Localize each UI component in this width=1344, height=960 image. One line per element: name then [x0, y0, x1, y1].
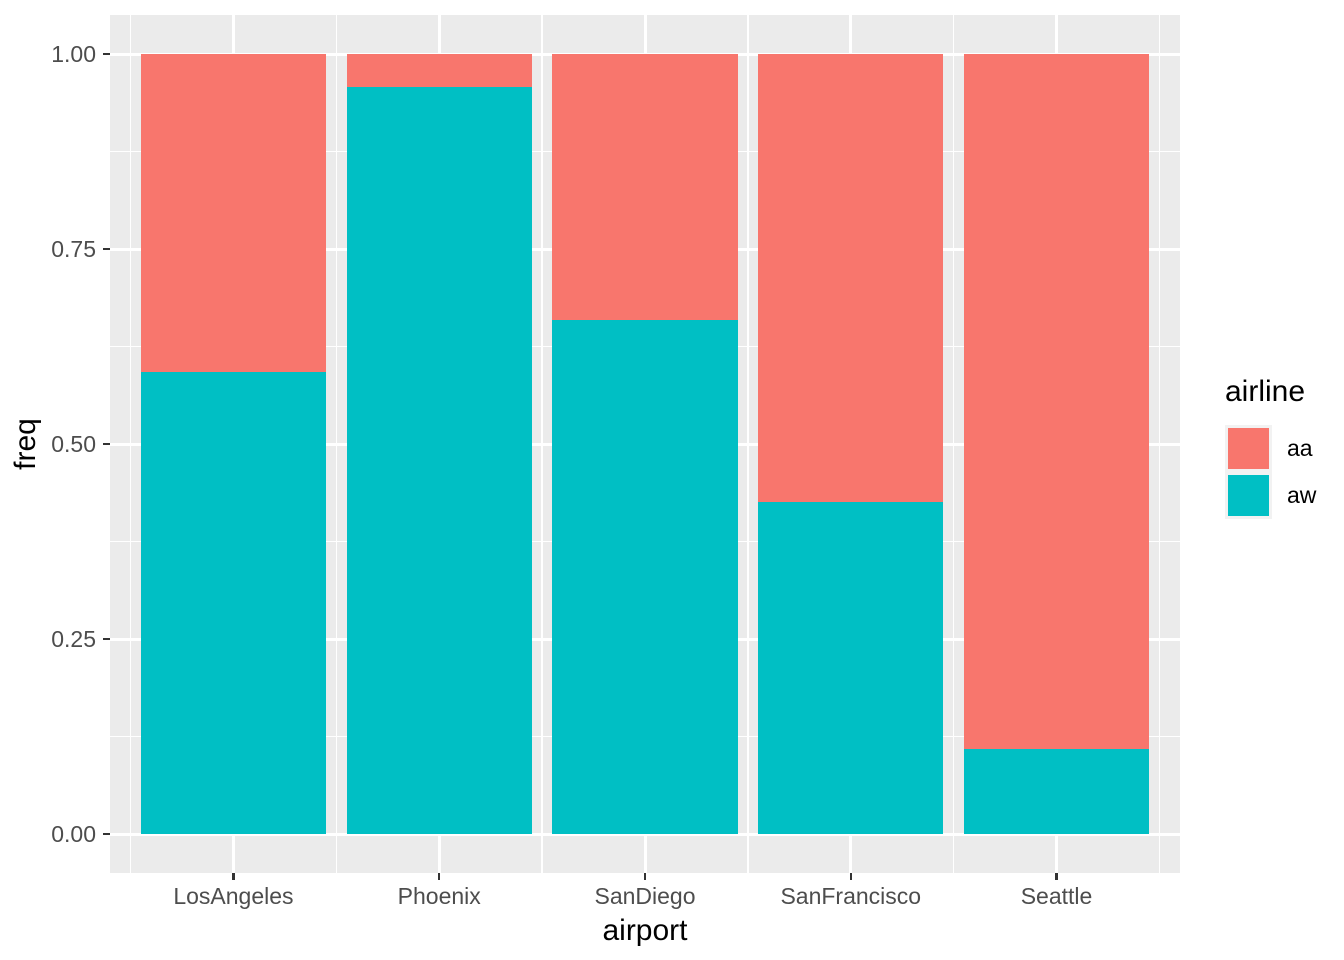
y-axis-title: freq — [9, 418, 42, 470]
legend-items: aa aw — [1225, 425, 1316, 519]
x-tick-mark — [438, 873, 441, 880]
bar-segment-aa[interactable] — [346, 54, 532, 87]
plot-panel — [110, 15, 1180, 873]
legend-label: aa — [1287, 435, 1313, 461]
legend-item-aw[interactable]: aw — [1225, 472, 1316, 519]
legend-swatch-aa — [1228, 428, 1269, 469]
bar-segment-aa[interactable] — [140, 54, 327, 373]
legend-key — [1225, 472, 1272, 519]
bar-segment-aa[interactable] — [963, 54, 1150, 749]
y-tick-mark — [103, 637, 110, 641]
legend-item-aa[interactable]: aa — [1225, 425, 1316, 472]
bar-segment-aw[interactable] — [963, 748, 1150, 834]
legend-label: aw — [1287, 482, 1317, 508]
y-tick-label: 0.00 — [51, 821, 96, 847]
bar-segment-aw[interactable] — [346, 86, 532, 834]
y-tick-label: 1.00 — [51, 41, 96, 67]
bar-segment-aw[interactable] — [140, 372, 327, 834]
bar-segment-aw[interactable] — [552, 319, 738, 834]
x-axis-title: airport — [602, 914, 688, 947]
y-tick-mark — [103, 442, 110, 446]
y-tick-mark — [103, 832, 110, 836]
x-tick-mark — [232, 873, 235, 880]
y-tick-label: 0.25 — [51, 626, 96, 652]
x-tick-mark — [643, 873, 647, 880]
legend-title: airline — [1225, 375, 1306, 408]
x-tick-label: SanFrancisco — [780, 883, 922, 909]
legend-key — [1225, 425, 1272, 472]
x-tick-mark — [849, 873, 852, 880]
y-tick-label: 0.50 — [51, 431, 96, 457]
x-tick-label: SanDiego — [594, 883, 696, 909]
x-tick-label: Phoenix — [397, 883, 481, 909]
legend: airline aa aw — [1225, 375, 1316, 519]
x-tick-mark — [1055, 873, 1058, 880]
legend-swatch-aw — [1228, 475, 1269, 516]
bar-segment-aw[interactable] — [758, 501, 944, 834]
bar-segment-aa[interactable] — [552, 54, 738, 320]
y-tick-mark — [103, 247, 110, 251]
y-tick-mark — [103, 52, 110, 56]
bar-segment-aa[interactable] — [758, 54, 944, 502]
y-tick-label: 0.75 — [51, 236, 96, 262]
x-tick-label: Seattle — [1020, 883, 1093, 909]
x-tick-label: LosAngeles — [173, 883, 294, 909]
